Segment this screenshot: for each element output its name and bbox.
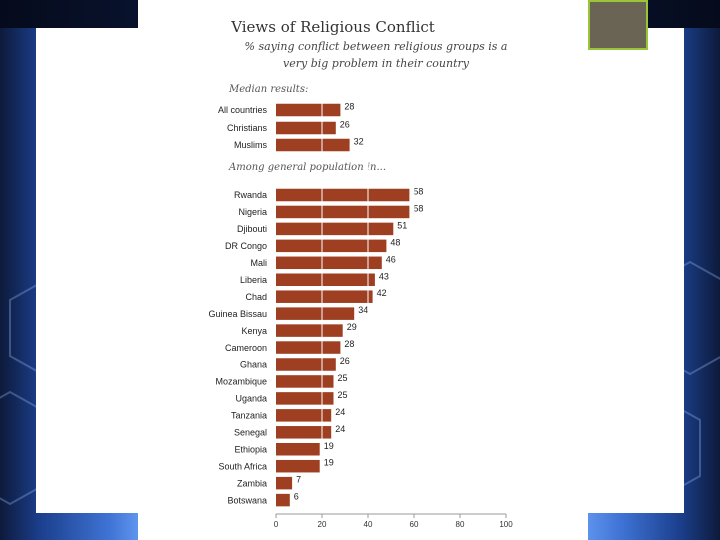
bar bbox=[276, 222, 394, 236]
data-label: 6 bbox=[294, 492, 299, 502]
slide-accent-box bbox=[588, 0, 648, 50]
category-label: Mali bbox=[250, 258, 267, 268]
data-label: 19 bbox=[324, 441, 334, 451]
bar bbox=[276, 103, 341, 117]
bar bbox=[276, 443, 320, 456]
category-label: Nigeria bbox=[238, 207, 267, 217]
data-label: 34 bbox=[358, 305, 368, 315]
bar bbox=[276, 239, 387, 253]
bar bbox=[276, 307, 355, 320]
x-tick-label: 40 bbox=[364, 520, 373, 529]
data-label: 24 bbox=[335, 424, 345, 434]
category-label: Mozambique bbox=[215, 377, 267, 387]
category-label: Muslims bbox=[234, 140, 267, 150]
data-label: 51 bbox=[397, 220, 407, 230]
bar bbox=[276, 341, 341, 354]
category-label: Senegal bbox=[234, 428, 267, 438]
bar-chart: Views of Religious Conflict % saying con… bbox=[208, 18, 513, 529]
category-label: Djibouti bbox=[237, 224, 267, 234]
bar bbox=[276, 188, 410, 202]
data-label: 25 bbox=[338, 373, 348, 383]
bar bbox=[276, 409, 332, 422]
bar bbox=[276, 493, 290, 507]
data-label: 42 bbox=[377, 288, 387, 298]
bar bbox=[276, 290, 373, 303]
data-label: 19 bbox=[324, 458, 334, 468]
bar bbox=[276, 256, 382, 270]
data-label: 32 bbox=[354, 137, 364, 147]
category-label: Cameroon bbox=[225, 343, 267, 353]
category-label: Botswana bbox=[227, 495, 267, 505]
category-label: South Africa bbox=[218, 461, 267, 471]
category-label: All countries bbox=[218, 105, 268, 115]
data-label: 24 bbox=[335, 407, 345, 417]
bar bbox=[276, 459, 320, 473]
data-label: 26 bbox=[340, 356, 350, 366]
bar bbox=[276, 476, 293, 490]
x-tick-label: 60 bbox=[410, 520, 419, 529]
bar bbox=[276, 358, 336, 371]
x-tick-label: 0 bbox=[274, 520, 279, 529]
chart-title: Views of Religious Conflict bbox=[230, 18, 435, 36]
category-label: DR Congo bbox=[225, 241, 267, 251]
bar bbox=[276, 426, 332, 439]
data-label: 58 bbox=[413, 203, 423, 213]
category-label: Liberia bbox=[240, 275, 267, 285]
bar bbox=[276, 392, 334, 405]
data-label: 58 bbox=[413, 187, 423, 197]
data-label: 25 bbox=[338, 390, 348, 400]
bar bbox=[276, 324, 343, 337]
category-label: Guinea Bissau bbox=[208, 309, 267, 319]
data-label: 48 bbox=[390, 237, 400, 247]
section-label: Median results: bbox=[228, 84, 308, 95]
x-tick-label: 100 bbox=[499, 520, 513, 529]
category-label: Tanzania bbox=[231, 411, 267, 421]
x-tick-label: 80 bbox=[456, 520, 465, 529]
data-label: 46 bbox=[386, 254, 396, 264]
section-label: Among general population in... bbox=[228, 162, 386, 173]
bar bbox=[276, 205, 410, 219]
category-label: Christians bbox=[227, 123, 268, 133]
bar bbox=[276, 138, 350, 152]
category-label: Chad bbox=[245, 292, 267, 302]
bar bbox=[276, 273, 375, 286]
data-label: 43 bbox=[379, 271, 389, 281]
category-label: Rwanda bbox=[234, 190, 267, 200]
data-label: 28 bbox=[344, 339, 354, 349]
bar bbox=[276, 121, 336, 135]
bar bbox=[276, 375, 334, 388]
x-tick-label: 20 bbox=[318, 520, 327, 529]
chart-subtitle-line-1: % saying conflict between religious grou… bbox=[245, 40, 508, 53]
category-label: Ethiopia bbox=[234, 444, 267, 454]
data-label: 28 bbox=[344, 102, 354, 112]
data-label: 7 bbox=[296, 475, 301, 485]
plot-area: Median results: All countries 28 Christians… bbox=[208, 84, 513, 529]
chart-subtitle-line-2: very big problem in their country bbox=[283, 57, 470, 70]
category-label: Ghana bbox=[240, 360, 267, 370]
category-label: Kenya bbox=[241, 326, 267, 336]
data-label: 26 bbox=[340, 120, 350, 130]
data-label: 29 bbox=[347, 322, 357, 332]
chart-card: Views of Religious Conflict % saying con… bbox=[138, 0, 588, 540]
category-label: Zambia bbox=[237, 478, 267, 488]
category-label: Uganda bbox=[235, 394, 267, 404]
